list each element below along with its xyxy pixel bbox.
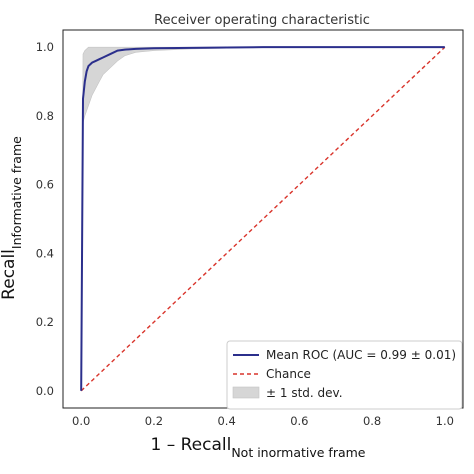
chance-line — [80, 46, 446, 392]
y-tick-label: 0.0 — [36, 384, 54, 398]
y-axis-label: RecallInformative frame — [0, 136, 24, 300]
legend-label-chance: Chance — [266, 367, 311, 381]
legend-label-mean-roc: Mean ROC (AUC = 0.99 ± 0.01) — [266, 348, 456, 362]
y-ticks: 0.0 0.2 0.4 0.6 0.8 1.0 — [36, 40, 54, 398]
x-axis-label-sub: Not inormative frame — [231, 445, 365, 460]
x-tick-label: 1.0 — [436, 414, 454, 428]
y-tick-label: 0.8 — [36, 109, 54, 123]
mean-roc-line — [80, 46, 445, 391]
x-tick-label: 0.0 — [72, 414, 90, 428]
chart-title: Receiver operating characteristic — [154, 13, 370, 28]
legend: Mean ROC (AUC = 0.99 ± 0.01) Chance ± 1 … — [226, 340, 463, 410]
legend-swatch-std-dev — [232, 386, 260, 399]
x-tick-label: 0.4 — [217, 414, 235, 428]
y-axis-label-main: Recall — [0, 249, 19, 300]
x-tick-label: 0.6 — [290, 414, 308, 428]
y-tick-label: 0.4 — [36, 246, 54, 260]
legend-label-std-dev: ± 1 std. dev. — [266, 386, 343, 400]
x-tick-label: 0.2 — [145, 414, 163, 428]
y-axis-label-sub: Informative frame — [9, 136, 24, 249]
x-axis-label: 1 – RecallNot inormative frame — [150, 435, 365, 460]
y-tick-label: 1.0 — [36, 40, 54, 54]
x-axis-label-main: 1 – Recall — [150, 435, 231, 455]
x-tick-label: 0.8 — [363, 414, 381, 428]
y-tick-label: 0.6 — [36, 178, 54, 192]
y-tick-label: 0.2 — [36, 315, 54, 329]
legend-box — [226, 340, 463, 410]
std-dev-band — [80, 46, 445, 391]
x-ticks: 0.0 0.2 0.4 0.6 0.8 1.0 — [72, 414, 454, 428]
